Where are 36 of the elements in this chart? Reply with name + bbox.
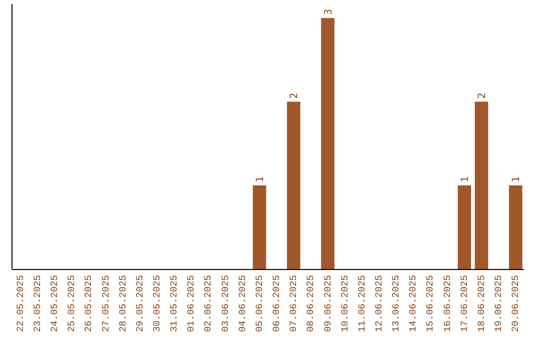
x-tick-label: 10.06.2025 bbox=[339, 274, 350, 332]
x-tick-label: 01.06.2025 bbox=[186, 274, 197, 332]
x-tick-label: 30.05.2025 bbox=[151, 274, 162, 332]
x-tick-label: 16.06.2025 bbox=[442, 274, 453, 332]
x-tick-label: 07.06.2025 bbox=[288, 274, 300, 332]
x-tick-label: 24.05.2025 bbox=[49, 274, 60, 332]
x-tick-label: 04.06.2025 bbox=[236, 274, 248, 332]
x-tick-label: 11.06.2025 bbox=[356, 274, 368, 332]
x-tick-label: 20.06.2025 bbox=[510, 274, 522, 332]
data-label: 1 bbox=[460, 176, 471, 182]
x-tick-label: 29.05.2025 bbox=[134, 274, 146, 332]
data-label: 1 bbox=[511, 176, 522, 182]
x-tick-label: 26.05.2025 bbox=[83, 274, 94, 332]
x-tick-label: 12.06.2025 bbox=[374, 274, 385, 332]
x-tick-label: 31.05.2025 bbox=[168, 274, 180, 332]
x-tick-label: 09.06.2025 bbox=[322, 274, 334, 332]
data-label: 1 bbox=[254, 176, 266, 182]
data-label: 2 bbox=[289, 92, 300, 99]
x-tick-label: 06.06.2025 bbox=[271, 274, 282, 332]
x-tick-label: 19.06.2025 bbox=[493, 274, 504, 332]
x-tick-label: 28.05.2025 bbox=[117, 274, 128, 332]
x-tick-label: 15.06.2025 bbox=[424, 274, 436, 332]
x-tick-label: 03.06.2025 bbox=[220, 274, 231, 332]
data-label: 3 bbox=[323, 9, 334, 16]
data-label: 2 bbox=[476, 92, 488, 99]
x-tick-label: 27.05.2025 bbox=[100, 274, 112, 332]
x-tick-label: 08.06.2025 bbox=[305, 274, 316, 332]
x-tick-label: 05.06.2025 bbox=[254, 274, 265, 332]
x-tick-label: 14.06.2025 bbox=[408, 274, 419, 332]
x-tick-label: 13.06.2025 bbox=[390, 274, 402, 332]
x-tick-label: 17.06.2025 bbox=[458, 274, 470, 332]
x-tick-label: 23.05.2025 bbox=[32, 274, 43, 332]
x-tick-label: 22.05.2025 bbox=[14, 274, 26, 332]
x-tick-label: 25.05.2025 bbox=[66, 274, 78, 332]
x-tick-label: 02.06.2025 bbox=[202, 274, 214, 332]
x-tick-label: 18.06.2025 bbox=[476, 274, 487, 332]
